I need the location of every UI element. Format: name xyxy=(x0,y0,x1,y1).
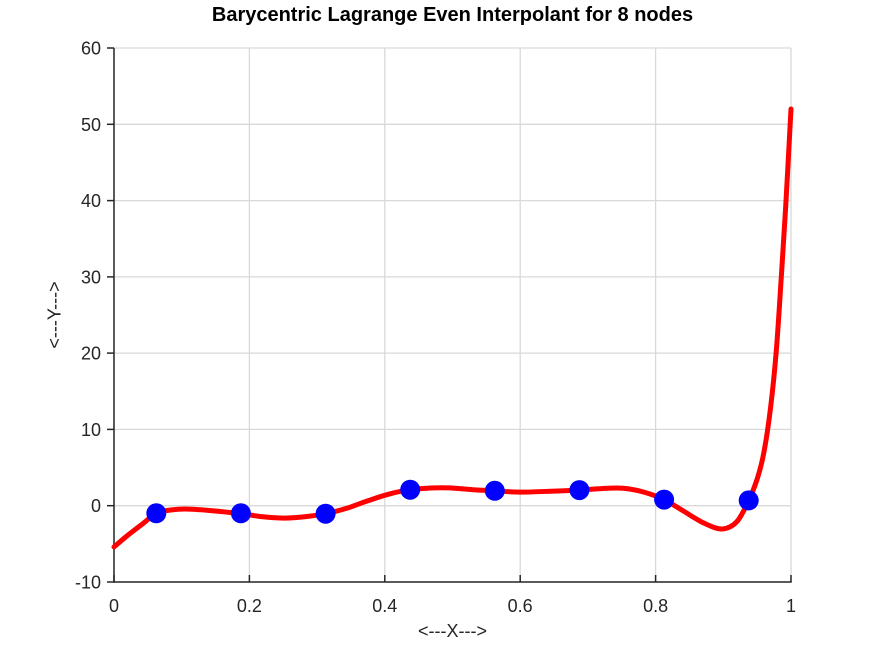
y-tick-label: 40 xyxy=(81,191,101,211)
interpolant-curve-path xyxy=(111,106,794,550)
y-tick-label: 0 xyxy=(91,496,101,516)
chart-title: Barycentric Lagrange Even Interpolant fo… xyxy=(211,4,694,26)
x-tick-label: 0.4 xyxy=(372,596,397,616)
y-tick-label: 30 xyxy=(81,267,101,287)
node-marker xyxy=(146,503,167,524)
y-axis-label: <---Y---> xyxy=(44,281,65,349)
x-tick-label: 0.8 xyxy=(643,596,668,616)
y-tick-label: 10 xyxy=(81,420,101,440)
node-marker xyxy=(400,479,421,500)
node-marker xyxy=(738,490,759,511)
x-tick-label: 0.6 xyxy=(508,596,533,616)
y-tick-label: 50 xyxy=(81,115,101,135)
node-marker xyxy=(569,480,590,501)
x-tick-label: 0 xyxy=(109,596,119,616)
y-tick-label: 60 xyxy=(81,39,101,59)
node-marker xyxy=(315,503,336,524)
node-marker xyxy=(654,489,675,510)
y-tick-label: -10 xyxy=(75,573,101,593)
y-tick-label: 20 xyxy=(81,344,101,364)
node-marker xyxy=(484,480,505,501)
node-marker xyxy=(230,503,251,524)
x-tick-label: 0.2 xyxy=(237,596,262,616)
x-axis-label: <---X---> xyxy=(418,621,487,641)
x-tick-label: 1 xyxy=(786,596,796,616)
